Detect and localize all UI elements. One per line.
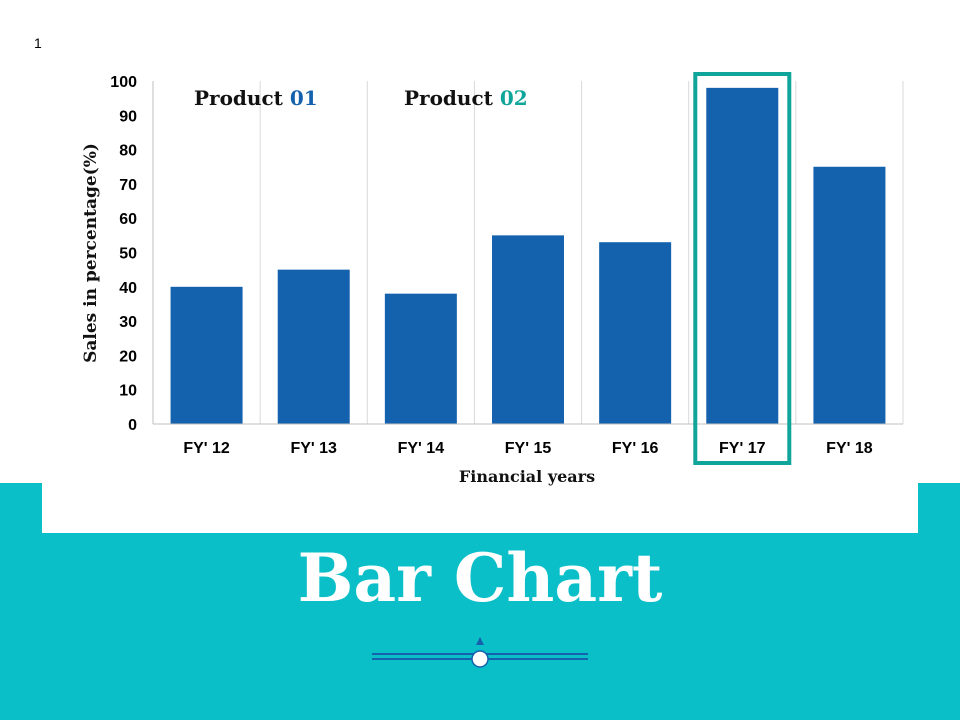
bar-fy-17: [706, 87, 779, 425]
y-tick-label: 10: [119, 383, 137, 400]
y-tick-label: 50: [119, 246, 137, 263]
x-axis-label: Financial years: [459, 467, 595, 486]
y-tick-label: 90: [119, 108, 137, 125]
y-tick-label: 0: [128, 417, 137, 434]
product-01-number: 01: [290, 86, 318, 110]
x-tick-label: FY' 18: [826, 440, 873, 457]
bar-fy-14: [384, 293, 457, 424]
y-tick-label: 100: [110, 74, 137, 91]
bar-fy-13: [277, 269, 350, 424]
bar-fy-18: [813, 166, 886, 424]
product-02-text: Product: [404, 86, 500, 110]
x-tick-label: FY' 15: [505, 440, 552, 457]
title-divider: [372, 637, 588, 668]
slide-title: Bar Chart: [297, 539, 663, 617]
y-tick-label: 60: [119, 211, 137, 228]
highlight-box: [693, 72, 792, 465]
x-tick-label: FY' 12: [183, 440, 230, 457]
x-tick-label: FY' 13: [290, 440, 337, 457]
y-tick-label: 80: [119, 143, 137, 160]
product-01-text: Product: [194, 86, 290, 110]
x-tick-label: FY' 17: [719, 440, 766, 457]
circle-marker-icon: [471, 650, 489, 668]
slide-number: 1: [34, 35, 42, 51]
y-tick-label: 30: [119, 314, 137, 331]
x-tick-labels: FY' 12 FY' 13 FY' 14 FY' 15 FY' 16 FY' 17 FY' …: [183, 440, 872, 457]
chart-card-base: [42, 470, 918, 533]
y-axis-label: Sales in percentage(%): [81, 143, 101, 363]
x-tick-label: FY' 16: [612, 440, 659, 457]
y-tick-labels: 0 10 20 30 40 50 60 70 80 90 100: [110, 74, 137, 434]
bar-fy-16: [599, 242, 672, 424]
triangle-marker-icon: [476, 637, 484, 645]
y-tick-label: 40: [119, 280, 137, 297]
bars: [170, 87, 886, 425]
y-tick-label: 70: [119, 177, 137, 194]
product-01-annotation: Product 01: [194, 86, 318, 110]
bar-fy-12: [170, 286, 243, 424]
grid-lines: [259, 81, 904, 424]
y-tick-label: 20: [119, 348, 137, 365]
product-02-annotation: Product 02: [404, 86, 528, 110]
bar-fy-15: [492, 235, 564, 424]
x-tick-label: FY' 14: [398, 440, 445, 457]
product-02-number: 02: [500, 86, 528, 110]
